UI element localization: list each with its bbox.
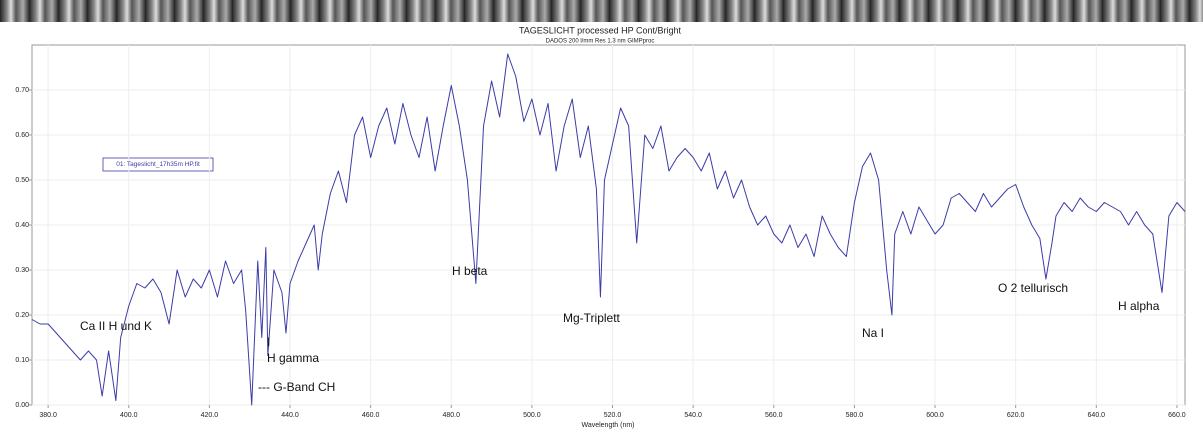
y-tick-label: 0.70	[15, 87, 29, 94]
x-tick-label: 500.0	[523, 412, 541, 419]
legend-label: 01: Tageslicht_17h35m HP.fit	[116, 161, 200, 168]
x-tick-label: 540.0	[684, 412, 702, 419]
annotation: Mg-Triplett	[563, 311, 621, 325]
annotation: --- G-Band CH	[258, 380, 335, 394]
annotation: H alpha	[1118, 299, 1160, 313]
chart-title: TAGESLICHT processed HP Cont/Bright	[519, 25, 682, 35]
legend-box	[102, 157, 214, 172]
x-tick-label: 420.0	[201, 412, 219, 419]
x-tick-label: 640.0	[1088, 412, 1106, 419]
x-tick-label: 520.0	[604, 412, 622, 419]
x-tick-label: 600.0	[926, 412, 944, 419]
spectrum-strip	[0, 0, 1203, 22]
annotation: Na I	[862, 326, 884, 340]
y-tick-label: 0.10	[15, 357, 29, 364]
y-tick-label: 0.50	[15, 177, 29, 184]
x-tick-label: 620.0	[1007, 412, 1025, 419]
annotation: Ca II H und K	[80, 319, 152, 333]
x-tick-label: 580.0	[846, 412, 864, 419]
chart-subtitle: DADOS 200 l/mm Res 1.3 nm GIMPproc	[546, 39, 655, 45]
annotation: H beta	[452, 264, 488, 278]
x-tick-label: 560.0	[765, 412, 783, 419]
y-tick-label: 0.30	[15, 267, 29, 274]
y-tick-label: 0.60	[15, 132, 29, 139]
x-tick-label: 380.0	[39, 412, 57, 419]
x-axis-label: Wavelength (nm)	[581, 422, 634, 429]
x-tick-label: 400.0	[120, 412, 138, 419]
annotation: I	[267, 335, 270, 349]
x-tick-label: 480.0	[443, 412, 461, 419]
y-tick-label: 0.20	[15, 312, 29, 319]
annotation: O 2 tellurisch	[998, 281, 1068, 295]
y-tick-label: 0.00	[15, 402, 29, 409]
y-tick-label: 0.40	[15, 222, 29, 229]
annotation: H gamma	[267, 351, 319, 365]
spectrum-line	[31, 53, 1186, 406]
x-tick-label: 660.0	[1168, 412, 1186, 419]
x-tick-label: 460.0	[362, 412, 380, 419]
x-tick-label: 440.0	[281, 412, 299, 419]
